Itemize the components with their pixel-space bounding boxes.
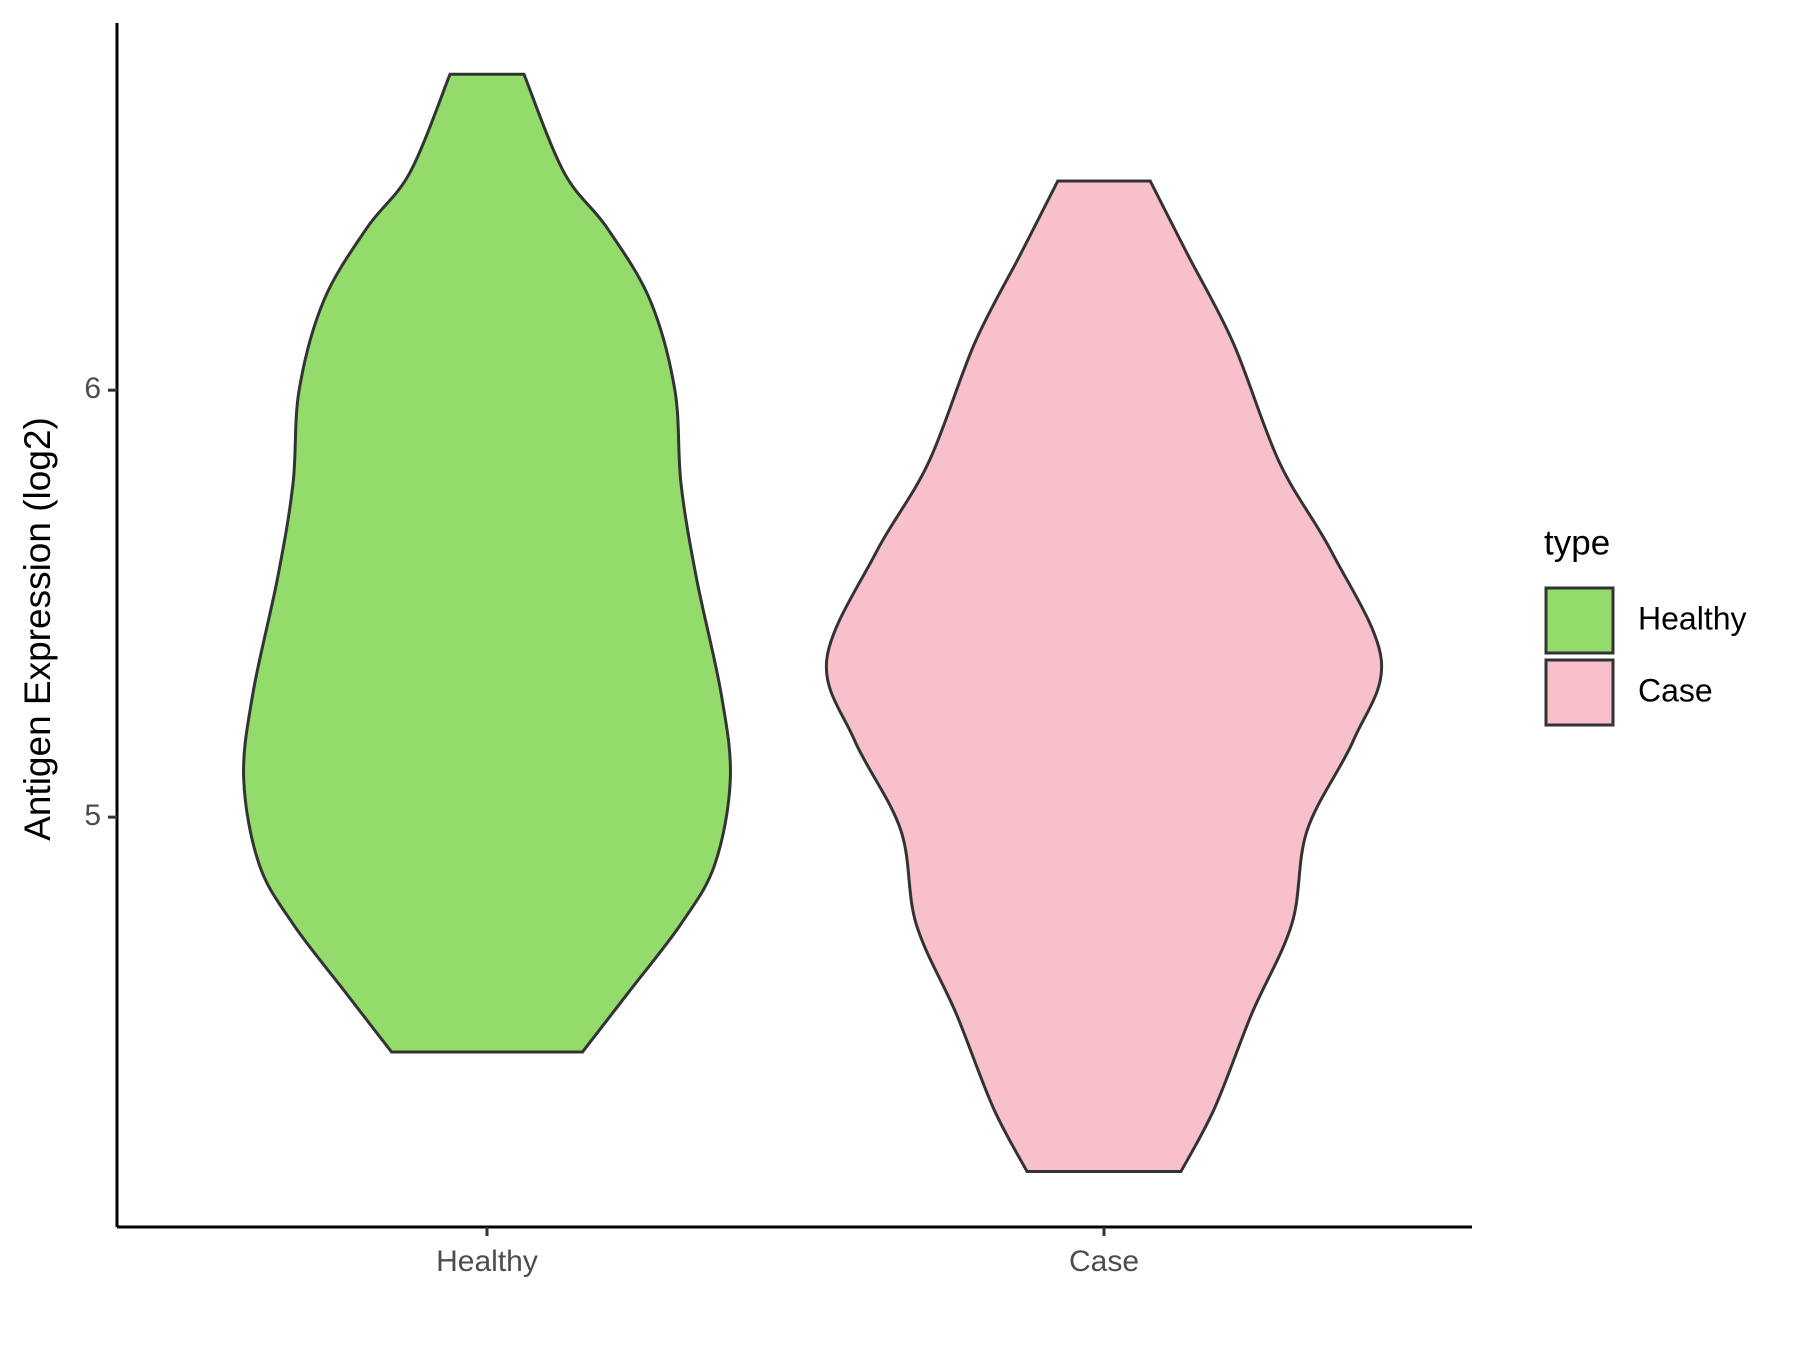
legend-title: type (1544, 523, 1610, 562)
y-axis-label: Antigen Expression (log2) (17, 417, 58, 841)
legend-key (1544, 586, 1615, 655)
x-tick-label: Healthy (436, 1245, 538, 1278)
y-tick-label: 6 (84, 372, 101, 405)
legend-key (1544, 658, 1615, 727)
violin (824, 179, 1384, 1173)
violin (242, 72, 732, 1054)
legend-label: Case (1638, 672, 1713, 708)
legend-label: Healthy (1638, 600, 1747, 636)
y-tick-label: 5 (84, 799, 101, 832)
x-tick-label: Case (1069, 1245, 1139, 1278)
